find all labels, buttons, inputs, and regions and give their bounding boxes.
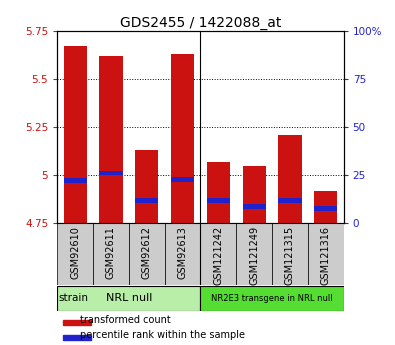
Bar — [272, 224, 308, 285]
Bar — [135, 198, 158, 203]
Bar — [57, 286, 201, 311]
Text: percentile rank within the sample: percentile rank within the sample — [80, 330, 245, 340]
Bar — [64, 178, 87, 183]
Bar — [243, 166, 266, 224]
Bar — [129, 224, 165, 285]
Text: GSM92613: GSM92613 — [178, 226, 188, 279]
Bar — [308, 224, 344, 285]
Bar — [314, 191, 337, 224]
Bar — [236, 224, 272, 285]
Bar — [278, 135, 302, 224]
Bar — [207, 162, 230, 224]
Text: GSM92610: GSM92610 — [70, 226, 80, 279]
Bar — [171, 54, 194, 224]
Bar — [165, 224, 201, 285]
Bar — [171, 177, 194, 182]
Text: GSM121316: GSM121316 — [321, 226, 331, 285]
Bar — [99, 56, 122, 224]
Bar — [63, 320, 91, 325]
Title: GDS2455 / 1422088_at: GDS2455 / 1422088_at — [120, 16, 281, 30]
Text: strain: strain — [58, 293, 88, 303]
Bar — [201, 286, 344, 311]
Bar — [207, 198, 230, 203]
Text: GSM92611: GSM92611 — [106, 226, 116, 279]
Text: NRL null: NRL null — [106, 293, 152, 303]
Text: GSM121242: GSM121242 — [213, 226, 223, 285]
Text: GSM121315: GSM121315 — [285, 226, 295, 285]
Bar — [135, 150, 158, 224]
Bar — [63, 335, 91, 340]
Text: GSM121249: GSM121249 — [249, 226, 259, 285]
Bar — [278, 198, 302, 203]
Text: transformed count: transformed count — [80, 315, 171, 325]
Text: NR2E3 transgene in NRL null: NR2E3 transgene in NRL null — [211, 294, 333, 303]
Bar — [64, 47, 87, 224]
Bar — [201, 224, 236, 285]
Bar — [93, 224, 129, 285]
Text: GSM92612: GSM92612 — [142, 226, 152, 279]
Bar — [314, 206, 337, 211]
Bar — [99, 170, 122, 175]
Bar — [243, 204, 266, 209]
Bar — [57, 224, 93, 285]
